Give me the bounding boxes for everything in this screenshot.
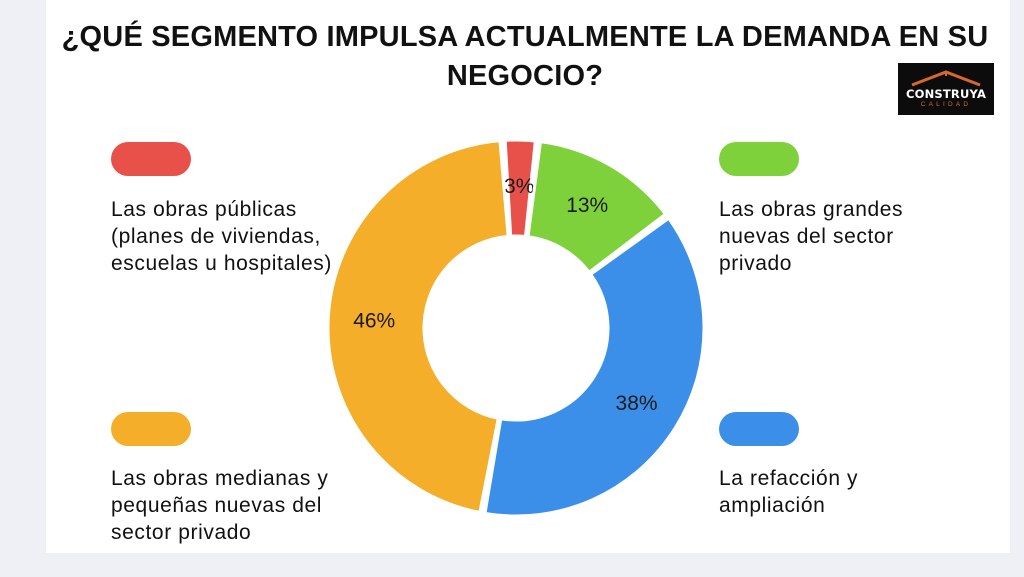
logo-name: CONSTRUYA: [905, 87, 987, 101]
slice-label-medianas: 46%: [353, 309, 395, 332]
legend-label-grandes: Las obras grandes nuevas del sector priv…: [719, 198, 904, 275]
construya-logo: CONSTRUYA CALIDAD: [898, 63, 994, 115]
slice-label-refaccion: 38%: [616, 392, 658, 415]
slice-publicas: [503, 138, 537, 238]
roof-icon: [911, 70, 981, 87]
slice-refaccion: [483, 216, 706, 518]
legend-label-publicas: Las obras públicas (planes de viviendas,…: [111, 198, 332, 275]
legend-swatch-refaccion: [719, 412, 799, 446]
chart-title: ¿QUÉ SEGMENTO IMPULSA ACTUALMENTE LA DEM…: [61, 21, 989, 92]
logo-tagline: CALIDAD: [920, 101, 972, 108]
legend-swatch-grandes: [719, 142, 799, 176]
slice-label-publicas: 3%: [504, 175, 534, 198]
slice-medianas: [326, 139, 510, 514]
legend-swatch-medianas: [111, 412, 191, 446]
legend-swatch-publicas: [111, 142, 191, 176]
legend-label-medianas: Las obras medianas y pequeñas nuevas del…: [111, 467, 329, 544]
legend-label-refaccion: La refacción y ampliación: [719, 467, 859, 517]
slice-label-grandes: 13%: [566, 194, 608, 217]
slice-grandes: [526, 140, 668, 274]
